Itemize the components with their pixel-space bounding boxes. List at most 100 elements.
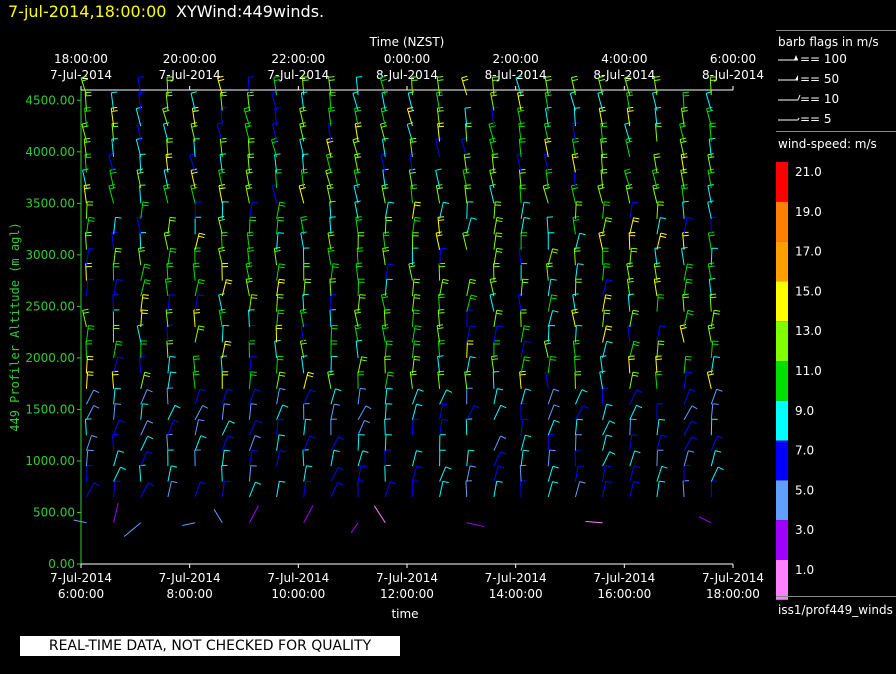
top-tick-time: 0:00:00 (384, 52, 430, 66)
wind-barb (85, 405, 100, 420)
wind-barb (626, 277, 634, 297)
wind-barb (140, 420, 154, 436)
wind-barb (354, 122, 362, 142)
wind-barb (570, 183, 579, 204)
wind-barb (574, 434, 582, 451)
wind-barb (248, 505, 259, 524)
wind-barb (544, 75, 552, 96)
wind-barb (221, 403, 231, 420)
wind-barb (357, 294, 366, 312)
y-tick-label: 0.00 (48, 557, 75, 571)
wind-barb (547, 419, 560, 436)
top-tick-time: 20:00:00 (163, 52, 217, 66)
wind-barb (303, 418, 312, 436)
x-tick-date: 7-Jul-2014 (485, 571, 547, 585)
wind-barb (85, 482, 100, 498)
wind-barb (518, 122, 526, 142)
wind-barb (248, 294, 258, 312)
wind-barb (135, 106, 143, 127)
wind-barb (439, 434, 446, 451)
wind-barb (602, 263, 611, 281)
wind-barb (330, 340, 338, 358)
wind-barb (574, 201, 583, 219)
wind-barb (357, 405, 372, 420)
y-tick-label: 2500.00 (25, 299, 75, 313)
wind-barb (271, 183, 279, 204)
wind-barb (493, 451, 507, 467)
wind-barb (520, 434, 532, 451)
wind-barb (628, 355, 635, 374)
wind-barb (493, 388, 504, 405)
wind-barb (710, 480, 718, 498)
wind-barb (602, 480, 612, 498)
wind-barb (519, 464, 527, 482)
wind-barb (329, 278, 337, 297)
wind-barb (439, 418, 449, 436)
wind-barb (167, 247, 177, 266)
wind-barb (629, 340, 640, 359)
wind-barb (411, 294, 421, 312)
wind-barb (629, 309, 639, 328)
wind-barb (218, 293, 225, 312)
wind-barb (357, 480, 364, 498)
y-tick-label: 1500.00 (25, 402, 75, 416)
wind-barb (167, 371, 177, 389)
wind-barb (435, 168, 442, 188)
wind-barb (381, 137, 389, 158)
wind-barb (355, 76, 363, 96)
wind-barb (571, 308, 579, 328)
wind-barb (682, 480, 690, 498)
wind-barb (276, 309, 285, 328)
wind-barb (547, 465, 559, 482)
wind-barb (194, 481, 207, 498)
x-tick-date: 7-Jul-2014 (267, 571, 329, 585)
wind-barb (626, 106, 634, 127)
wind-barb (194, 247, 201, 266)
wind-barb (165, 153, 173, 173)
wind-barb (221, 480, 231, 498)
wind-barb (629, 465, 640, 482)
top-tick-time: 4:00:00 (601, 52, 647, 66)
wind-barb (350, 522, 359, 533)
wind-barb (138, 247, 145, 266)
wind-barb (354, 308, 362, 328)
wind-barb (190, 168, 198, 189)
wind-barb (140, 450, 153, 467)
wind-barb (113, 419, 125, 436)
x-tick-time: 14:00:00 (489, 587, 543, 601)
wind-barb (602, 325, 613, 343)
wind-barb (85, 355, 94, 374)
wind-barb (82, 308, 90, 328)
speed-legend-swatch (776, 400, 788, 441)
wind-barb (574, 481, 586, 498)
top-tick-date: 7-Jul-2014 (159, 68, 221, 82)
wind-barb (520, 325, 531, 343)
y-tick-label: 3000.00 (25, 248, 75, 262)
wind-barb (409, 153, 417, 173)
wind-barb (246, 91, 254, 111)
wind-barb (221, 464, 228, 482)
top-tick-date: 8-Jul-2014 (593, 68, 655, 82)
wind-barb (248, 201, 259, 219)
wind-barb (300, 168, 308, 188)
wind-barb (547, 434, 555, 451)
wind-barb (83, 137, 91, 158)
wind-barb (167, 419, 180, 436)
wind-barb (547, 248, 559, 266)
wind-barb (493, 247, 503, 266)
wind-barb (439, 278, 449, 297)
x-tick-time: 16:00:00 (597, 587, 651, 601)
wind-barb (493, 201, 502, 219)
wind-barb (247, 138, 255, 158)
wind-barb (354, 200, 361, 219)
wind-barb (408, 262, 416, 281)
wind-barb (436, 324, 444, 343)
wind-barb (710, 388, 723, 405)
wind-barb (355, 262, 363, 281)
wind-barb (218, 308, 226, 328)
x-tick-time: 8:00:00 (167, 587, 213, 601)
wind-barb (439, 466, 452, 482)
wind-barb (111, 433, 119, 451)
wind-barb (248, 403, 257, 420)
wind-barb (464, 107, 471, 127)
